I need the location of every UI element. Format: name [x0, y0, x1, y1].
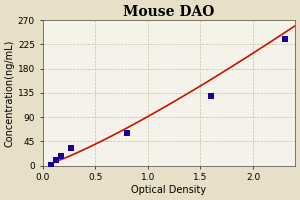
Point: [124, 132, 129, 135]
X-axis label: Optical Density: Optical Density: [131, 185, 206, 195]
Point: [282, 37, 287, 41]
Title: Mouse DAO: Mouse DAO: [123, 5, 214, 19]
Y-axis label: Concentration(ng/mL): Concentration(ng/mL): [5, 39, 15, 147]
Point: [59, 154, 64, 158]
Point: [49, 163, 53, 166]
Point: [208, 94, 213, 97]
Point: [54, 159, 58, 162]
Point: [68, 146, 73, 150]
